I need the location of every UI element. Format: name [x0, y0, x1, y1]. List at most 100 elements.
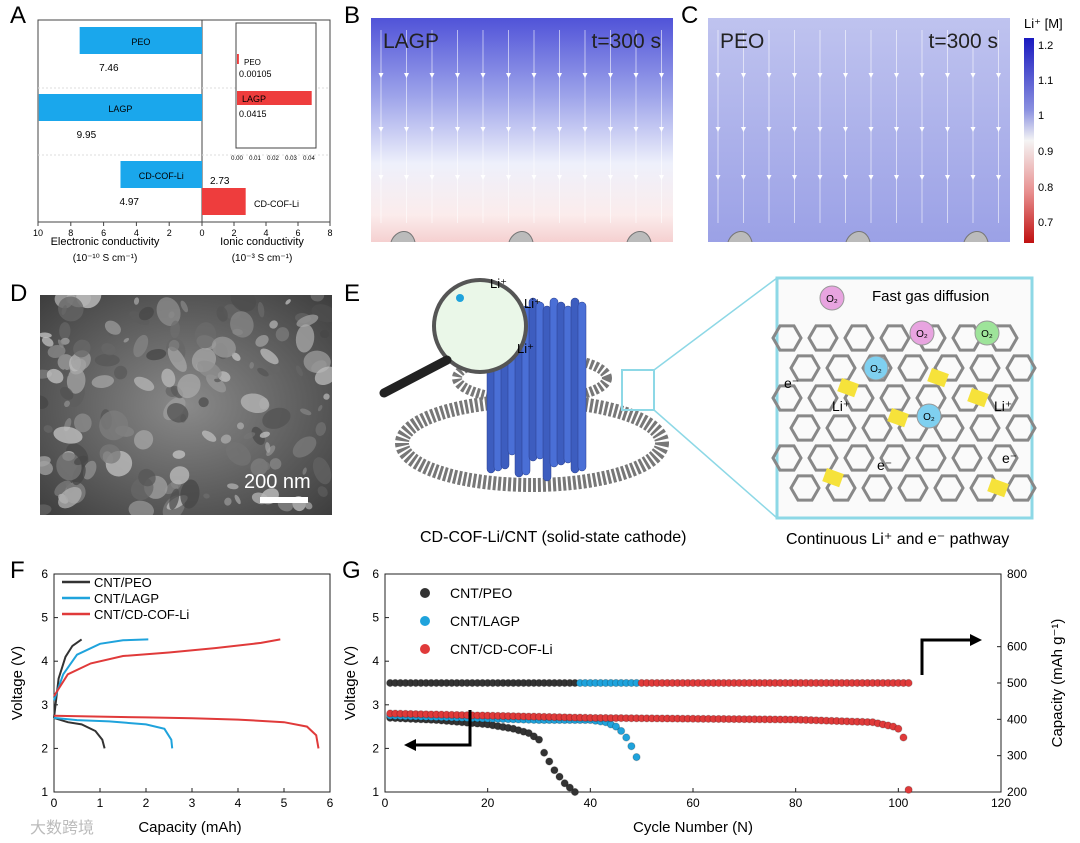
colorbar-title: Li⁺ [M]	[1024, 16, 1063, 31]
sem-grain	[320, 330, 330, 339]
e-li-label: Li⁺	[832, 398, 850, 414]
sem-grain	[236, 422, 245, 430]
panel-b-title: LAGP	[383, 30, 439, 53]
sem-grain	[177, 373, 201, 399]
lattice-hex	[861, 354, 893, 382]
scale-bar	[260, 497, 308, 503]
lattice-hex	[933, 354, 965, 382]
lattice-hex	[969, 414, 1001, 442]
lattice-hex	[861, 414, 893, 442]
flux-arrow	[659, 73, 664, 78]
panel-a-bar-chart: PEO 7.46 LAGP 9.95 CD-COF-Li 4.97 2.73 CD-COF-L…	[33, 19, 333, 264]
panel-label-g: G	[342, 557, 361, 584]
sem-grain	[134, 430, 154, 450]
panel-label-c: C	[681, 2, 699, 29]
sem-grain	[317, 405, 323, 412]
cof-flake	[927, 367, 949, 388]
inset-tick-label: 0.04	[303, 156, 315, 162]
sem-grain	[261, 461, 271, 471]
cof-flake	[887, 408, 909, 428]
tick-label: 0	[51, 796, 58, 810]
flux-arrow	[429, 175, 435, 180]
panel-b-simulation: LAGP t=300 s	[371, 18, 673, 242]
panel-g-ylabel: Voltage (V)	[342, 646, 359, 720]
sem-grain	[224, 497, 232, 506]
tick-label: 4	[41, 654, 48, 668]
o2-label: O₂	[923, 412, 935, 423]
panel-c-time: t=300 s	[929, 30, 998, 53]
tick-label: 4	[263, 228, 268, 238]
legend-label: CNT/LAGP	[450, 613, 520, 629]
flux-arrow	[455, 73, 460, 78]
sem-grain	[156, 297, 181, 326]
e-li-label: Li⁺	[490, 276, 507, 291]
panel-e-schematic: Li⁺ Li⁺ Li⁺ Fast gas diffusion O₂ O₂ O₂ O₂ O…	[379, 276, 1037, 520]
panel-label-d: D	[10, 280, 28, 307]
panel-b-flux-arrows	[378, 30, 664, 223]
sem-grain	[312, 457, 332, 485]
arrow-head	[404, 739, 416, 751]
sem-grain	[47, 344, 66, 359]
voltage-point	[534, 735, 544, 744]
flux-arrow	[843, 73, 848, 78]
flux-arrow	[817, 175, 823, 180]
tick-label: 3	[41, 698, 48, 712]
flux-arrow	[633, 175, 639, 180]
sem-grain	[99, 444, 121, 464]
sem-grain	[40, 460, 53, 476]
sem-grain	[231, 352, 241, 361]
sem-grain	[260, 348, 279, 365]
series-line	[53, 714, 320, 749]
lattice-hex	[933, 414, 965, 442]
sem-grain	[315, 422, 327, 436]
flux-arrow	[557, 73, 562, 78]
lattice-hex	[843, 324, 875, 352]
sem-grain	[138, 468, 156, 487]
panel-g-chart: 0 20 40 60 80 100 120123456200300400500600800 …	[342, 567, 1066, 836]
scale-bar-label: 200 nm	[244, 471, 311, 493]
flux-arrow	[429, 73, 435, 78]
sem-grain	[243, 432, 256, 440]
sem-grain	[58, 486, 82, 509]
inset-tick-label: 0.02	[267, 156, 279, 162]
sem-grain	[123, 337, 130, 343]
flux-arrow	[455, 175, 460, 180]
flux-arrow	[970, 175, 976, 180]
sem-grain	[265, 442, 271, 453]
tick-label: 100	[888, 796, 908, 810]
lattice-hex	[897, 354, 929, 382]
tick-label: 40	[584, 796, 598, 810]
o2-bubble	[819, 285, 845, 311]
e-li-label: Li⁺	[994, 398, 1012, 414]
voltage-point	[540, 748, 549, 757]
lattice-hex	[771, 384, 803, 412]
colorbar-tick: 1.1	[1038, 75, 1053, 87]
colorbar: Li⁺ [M] 1.2 1.1 1 0.9 0.8 0.7	[1024, 16, 1063, 243]
sem-grain	[257, 301, 265, 318]
inset-tick-label: 0.01	[249, 156, 261, 162]
tick-label: 2	[167, 228, 172, 238]
o2-bubble	[916, 403, 942, 429]
sem-grain	[194, 322, 217, 349]
sem-grain	[266, 445, 276, 457]
watermark: 大数跨境	[30, 820, 95, 837]
sem-grain	[53, 426, 83, 444]
flux-arrow	[970, 127, 976, 132]
flux-arrow	[868, 127, 874, 132]
panel-b-particles	[390, 231, 652, 242]
sem-grain	[296, 314, 319, 328]
tick-label: 120	[991, 796, 1011, 810]
lattice-hex	[879, 444, 911, 472]
bar-category-label: CD-COF-Li	[254, 199, 299, 209]
flux-arrow	[919, 73, 925, 78]
series-line	[53, 716, 174, 749]
sem-grain	[73, 339, 91, 358]
sem-grain	[58, 296, 84, 322]
lattice-hex	[987, 384, 1019, 412]
tick-label: 2	[41, 741, 48, 755]
tick-label: 6	[101, 228, 106, 238]
voltage-point	[555, 772, 564, 781]
tick-label: 4	[372, 654, 379, 668]
lattice-hex	[789, 414, 821, 442]
sem-grain	[292, 436, 317, 458]
